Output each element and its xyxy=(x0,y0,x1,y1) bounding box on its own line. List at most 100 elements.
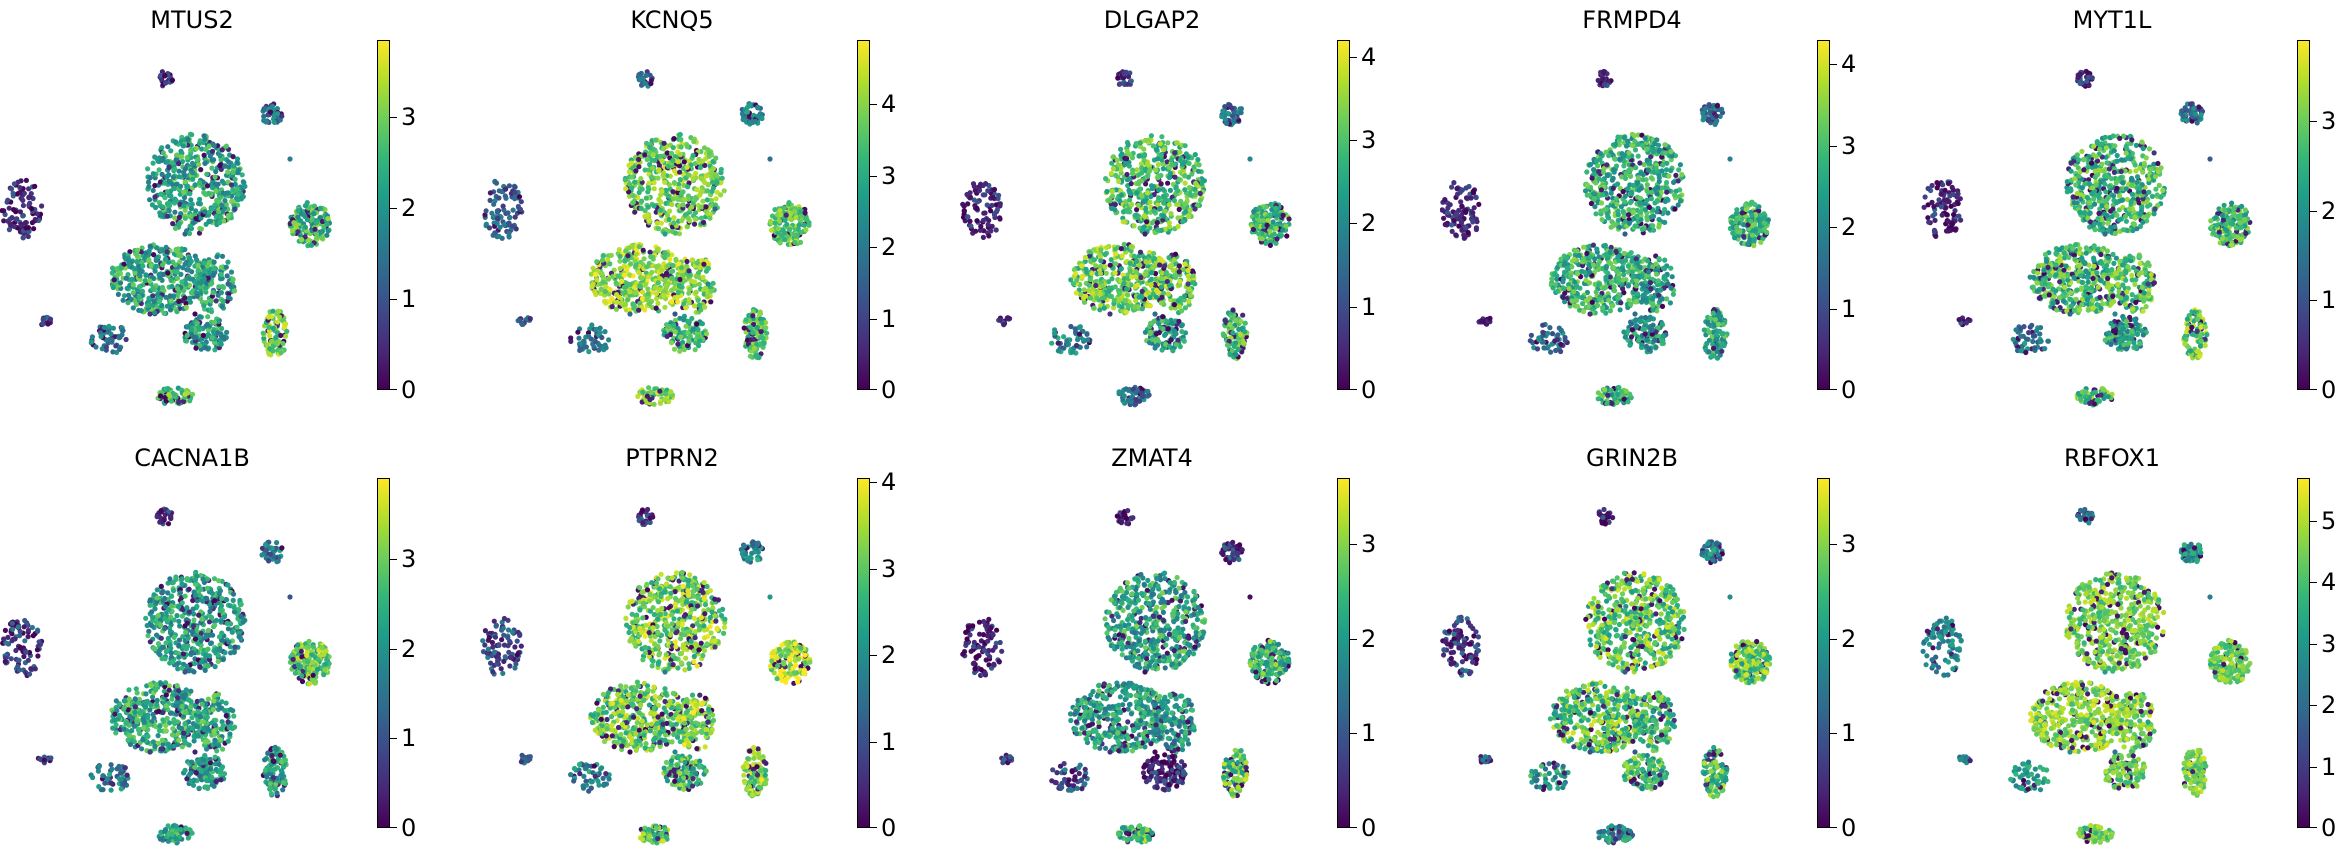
cell-point xyxy=(676,261,682,267)
cell-point xyxy=(204,281,210,287)
cell-point xyxy=(609,304,615,310)
cell-point xyxy=(607,261,613,267)
cell-point xyxy=(677,348,683,354)
cell-point xyxy=(162,80,169,86)
cell-point xyxy=(221,218,227,224)
cell-point xyxy=(702,304,708,310)
cell-point xyxy=(693,289,699,295)
cell-point xyxy=(284,328,290,334)
cell-point xyxy=(1124,81,1130,87)
cell-point xyxy=(651,401,657,407)
cell-point xyxy=(1133,258,1140,264)
cell-point xyxy=(505,210,511,216)
middle-main-cluster xyxy=(588,241,692,314)
cell-point xyxy=(493,180,500,186)
cell-point xyxy=(1149,183,1155,189)
cell-point xyxy=(1267,242,1273,248)
cell-point xyxy=(600,252,606,259)
cell-point xyxy=(1120,209,1127,215)
cell-point xyxy=(712,202,718,208)
cell-point xyxy=(1142,166,1148,172)
cell-point xyxy=(267,333,273,339)
cell-point xyxy=(1107,262,1113,268)
cell-point xyxy=(153,263,159,269)
cell-point xyxy=(1165,140,1171,146)
cell-point xyxy=(1118,246,1124,252)
cell-point xyxy=(29,220,35,226)
cell-point xyxy=(627,307,633,313)
cell-point xyxy=(195,325,201,331)
cell-point xyxy=(662,250,668,256)
cell-point xyxy=(121,261,127,267)
cell-point xyxy=(1138,274,1144,281)
cell-point xyxy=(659,188,665,194)
cell-point xyxy=(187,223,193,229)
cell-point xyxy=(198,226,204,232)
cell-point xyxy=(670,268,676,274)
cell-point xyxy=(165,158,171,165)
cell-point xyxy=(1167,187,1173,193)
cell-point xyxy=(182,261,188,267)
cell-point xyxy=(708,197,714,203)
cell-point xyxy=(599,270,605,277)
cell-point xyxy=(671,136,677,142)
cell-point xyxy=(222,163,228,169)
cell-point xyxy=(158,191,164,197)
cell-point xyxy=(801,222,807,228)
cell-point xyxy=(646,218,652,224)
cell-point xyxy=(803,227,809,233)
cell-point xyxy=(637,300,643,307)
cell-point xyxy=(232,176,238,182)
cell-point xyxy=(1136,294,1142,300)
cell-point xyxy=(1148,281,1154,288)
cell-point xyxy=(512,196,518,202)
cell-point xyxy=(176,298,182,304)
cell-point xyxy=(683,305,689,311)
cell-point xyxy=(179,158,186,165)
cell-point xyxy=(980,217,986,223)
cell-point xyxy=(1181,337,1187,343)
cell-point xyxy=(139,268,145,274)
cell-point xyxy=(695,334,701,340)
cell-point xyxy=(652,137,659,143)
cell-point xyxy=(1094,295,1100,301)
cell-point xyxy=(644,140,650,146)
cell-point xyxy=(1115,75,1121,81)
cell-point xyxy=(174,269,180,275)
cell-point xyxy=(152,182,158,189)
cell-point xyxy=(516,194,523,200)
cell-point xyxy=(1186,286,1192,292)
cell-point xyxy=(169,77,175,83)
cell-point xyxy=(1162,332,1168,338)
cell-point xyxy=(680,202,686,208)
cell-point xyxy=(1139,306,1145,312)
cell-point xyxy=(677,315,683,321)
cell-point xyxy=(512,184,518,190)
cell-point xyxy=(698,204,705,210)
cell-point xyxy=(672,311,678,317)
cell-point xyxy=(1166,220,1172,226)
cell-point xyxy=(594,277,600,283)
cell-point xyxy=(587,326,593,332)
cell-point xyxy=(690,326,696,332)
cell-point xyxy=(586,349,592,355)
cell-point xyxy=(10,190,16,196)
cell-point xyxy=(1242,329,1248,335)
cell-point xyxy=(691,221,698,227)
cell-point xyxy=(795,226,801,232)
cell-point xyxy=(750,330,756,336)
cell-point xyxy=(1064,338,1070,344)
cell-point xyxy=(1134,190,1140,196)
cell-point xyxy=(621,272,628,278)
cell-point xyxy=(643,397,649,403)
cell-point xyxy=(192,182,198,188)
cell-point xyxy=(27,200,33,206)
cell-point xyxy=(1134,207,1140,213)
cell-point xyxy=(230,186,236,192)
cell-point xyxy=(197,314,203,320)
cell-point xyxy=(677,334,684,340)
cell-point xyxy=(1189,280,1195,286)
cell-point xyxy=(1280,227,1286,233)
cell-point xyxy=(670,189,676,195)
cell-point xyxy=(168,277,174,283)
